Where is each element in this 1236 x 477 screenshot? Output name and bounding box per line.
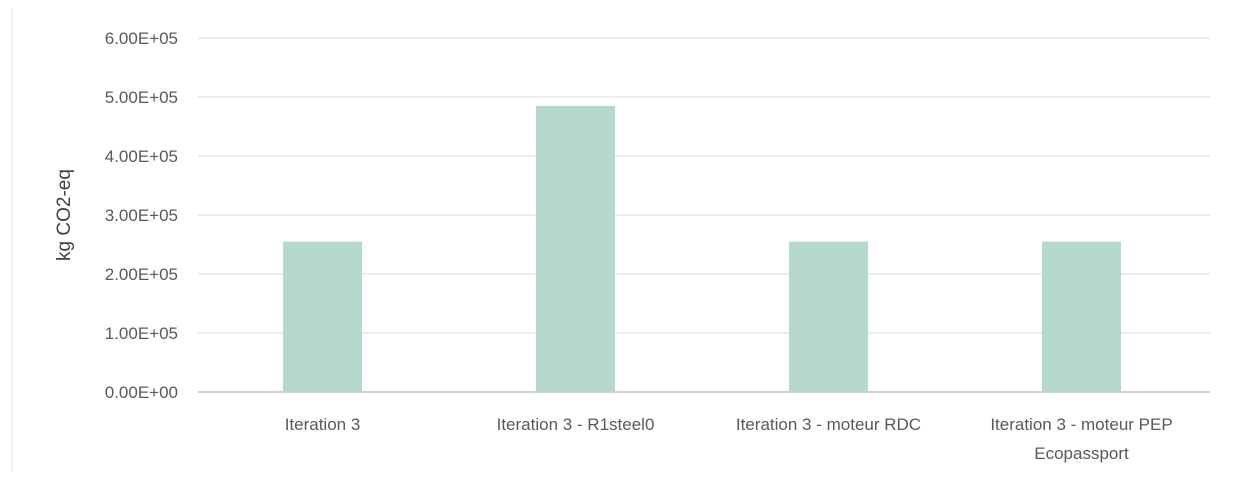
- y-tick-labels: 0.00E+00 1.00E+05 2.00E+05 3.00E+05 4.00E+05…: [105, 29, 178, 402]
- x-category-label: Iteration 3 - moteur RDC: [736, 415, 921, 434]
- x-category-label: Ecopassport: [1034, 444, 1129, 463]
- x-category-labels: Iteration 3 Iteration 3 - R1steel0 Iterati…: [285, 415, 1173, 463]
- bars: [283, 105, 1121, 392]
- bar: [536, 105, 615, 392]
- y-axis-title: kg CO2-eq: [54, 169, 75, 261]
- y-tick-label: 1.00E+05: [105, 324, 178, 343]
- y-tick-label: 6.00E+05: [105, 29, 178, 48]
- y-tick-label: 0.00E+00: [105, 383, 178, 402]
- y-tick-label: 5.00E+05: [105, 88, 178, 107]
- gridlines: [198, 37, 1210, 393]
- bar: [1042, 241, 1121, 392]
- y-tick-label: 2.00E+05: [105, 265, 178, 284]
- y-tick-label: 4.00E+05: [105, 147, 178, 166]
- x-category-label: Iteration 3: [285, 415, 361, 434]
- x-category-label: Iteration 3 - R1steel0: [497, 415, 655, 434]
- x-category-label: Iteration 3 - moteur PEP: [990, 415, 1172, 434]
- bar: [789, 241, 868, 392]
- bar: [283, 241, 362, 392]
- y-tick-label: 3.00E+05: [105, 206, 178, 225]
